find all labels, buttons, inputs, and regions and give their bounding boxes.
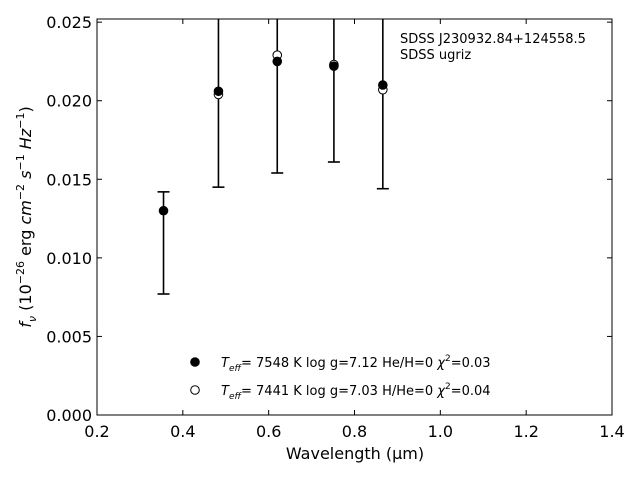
data-markers — [158, 50, 388, 216]
x-tick-label-3: 0.8 — [342, 422, 367, 441]
y-tick-label-1: 0.005 — [46, 327, 92, 346]
filled-point-4 — [378, 80, 388, 90]
y-tick-label-3: 0.015 — [46, 170, 92, 189]
y-tick-label-4: 0.020 — [46, 92, 92, 111]
legend: Teff= 7548 K log g=7.12 He/H=0 χ2=0.03 Te… — [190, 354, 491, 402]
axis-ticks: 0.2 0.4 0.6 0.8 1.0 1.2 1.4 0.000 0.005 0.010 0.01… — [46, 13, 625, 441]
filled-point-3 — [329, 61, 339, 71]
x-tick-label-6: 1.4 — [599, 422, 624, 441]
annotation-survey: SDSS ugriz — [400, 48, 471, 63]
x-tick-label-2: 0.6 — [256, 422, 281, 441]
x-tick-label-0: 0.2 — [84, 422, 109, 441]
y-tick-label-2: 0.010 — [46, 249, 92, 268]
legend-marker-0 — [190, 357, 200, 367]
x-tick-label-1: 0.4 — [170, 422, 195, 441]
x-tick-label-4: 1.0 — [428, 422, 453, 441]
legend-label-0: Teff= 7548 K log g=7.12 He/H=0 χ2=0.03 — [221, 354, 491, 374]
legend-label-1: Teff= 7441 K log g=7.03 H/He=0 χ2=0.04 — [221, 382, 491, 402]
y-tick-label-0: 0.000 — [46, 406, 92, 425]
y-axis-label: fν (10−26 erg cm−2 s−1 Hz−1) — [14, 106, 39, 327]
x-tick-label-5: 1.2 — [513, 422, 538, 441]
legend-marker-1 — [190, 385, 200, 395]
error-bars — [157, 19, 389, 295]
filled-point-0 — [158, 205, 169, 216]
y-tick-label-5: 0.025 — [46, 13, 92, 32]
filled-point-2 — [272, 56, 283, 67]
annotation-object-name: SDSS J230932.84+124558.5 — [400, 32, 586, 47]
plot-area — [96, 18, 613, 416]
filled-point-1 — [213, 86, 224, 97]
x-axis-label: Wavelength (μm) — [286, 444, 424, 463]
